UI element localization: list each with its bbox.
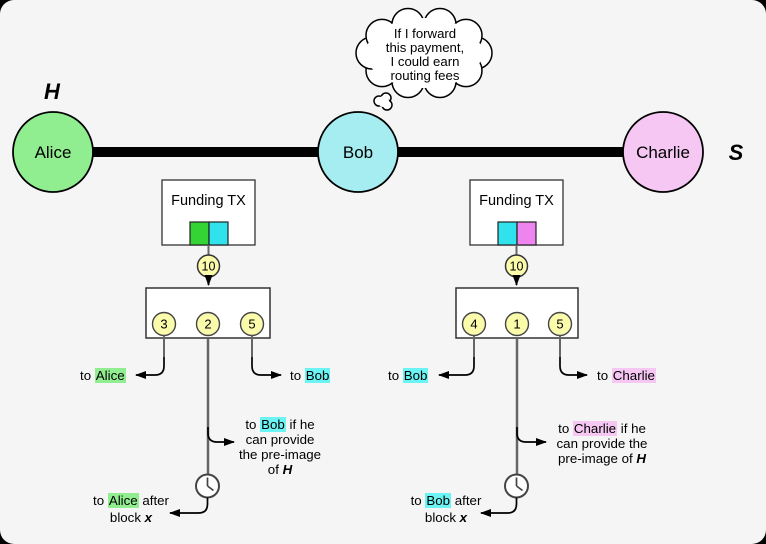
timelock-left-label: to Alice after block x	[93, 493, 169, 525]
funding-tx-right-title: Funding TX	[479, 193, 554, 209]
timelock-right-label: to Bob after block x	[410, 493, 482, 525]
funding-left-alice-square	[189, 221, 210, 246]
to-bob-left-label: to Bob	[290, 368, 331, 383]
output-3-label: 3	[160, 317, 167, 332]
output-2-label: 2	[204, 317, 211, 332]
charlie-node	[622, 111, 704, 193]
timelock-right-arrow	[480, 497, 518, 517]
timelock-left-clock-hands	[206, 477, 215, 492]
charlie-label: Charlie	[636, 143, 690, 162]
funding-right-amount: 10	[510, 260, 524, 274]
bob-label: Bob	[343, 143, 373, 162]
alice-node	[12, 111, 94, 193]
bob-node	[317, 111, 399, 193]
timelock-right-clock-hands	[515, 477, 524, 492]
secret-label: S	[729, 140, 744, 165]
to-bob-left-arrow	[251, 357, 282, 379]
alice-label: Alice	[35, 143, 72, 162]
funding-tx-left-title: Funding TX	[171, 193, 246, 209]
htlc-left-label: to Bob if he can provide the pre-image o…	[238, 417, 322, 477]
to-charlie-arrow	[559, 357, 588, 379]
funding-right-charlie-square	[516, 221, 537, 246]
output-5-left-label: 5	[248, 317, 255, 332]
timelock-left-arrow	[169, 497, 209, 517]
to-bob-right-arrow	[438, 357, 475, 379]
thought-bubble	[355, 7, 493, 111]
htlc-right-label: to Charlie if he can provide the pre-ima…	[556, 421, 648, 466]
to-alice-arrow	[135, 357, 165, 379]
output-circle-1	[504, 311, 530, 337]
output-5-right-label: 5	[556, 317, 563, 332]
htlc-right-arrow	[516, 427, 547, 446]
thought-bubble-text: If I forward this payment, I could earn …	[385, 26, 465, 83]
output-circle-2	[195, 311, 221, 337]
funding-left-amount: 10	[202, 260, 216, 274]
hash-label: H	[44, 79, 61, 104]
to-bob-right-label: to Bob	[388, 368, 429, 383]
output-1-label: 1	[513, 317, 520, 332]
to-charlie-label: to Charlie	[597, 368, 656, 383]
output-4-label: 4	[470, 317, 477, 332]
to-alice-label: to Alice	[80, 368, 126, 383]
funding-left-bob-square	[208, 221, 229, 246]
funding-right-bob-square	[497, 221, 518, 246]
htlc-left-arrow	[207, 427, 235, 446]
